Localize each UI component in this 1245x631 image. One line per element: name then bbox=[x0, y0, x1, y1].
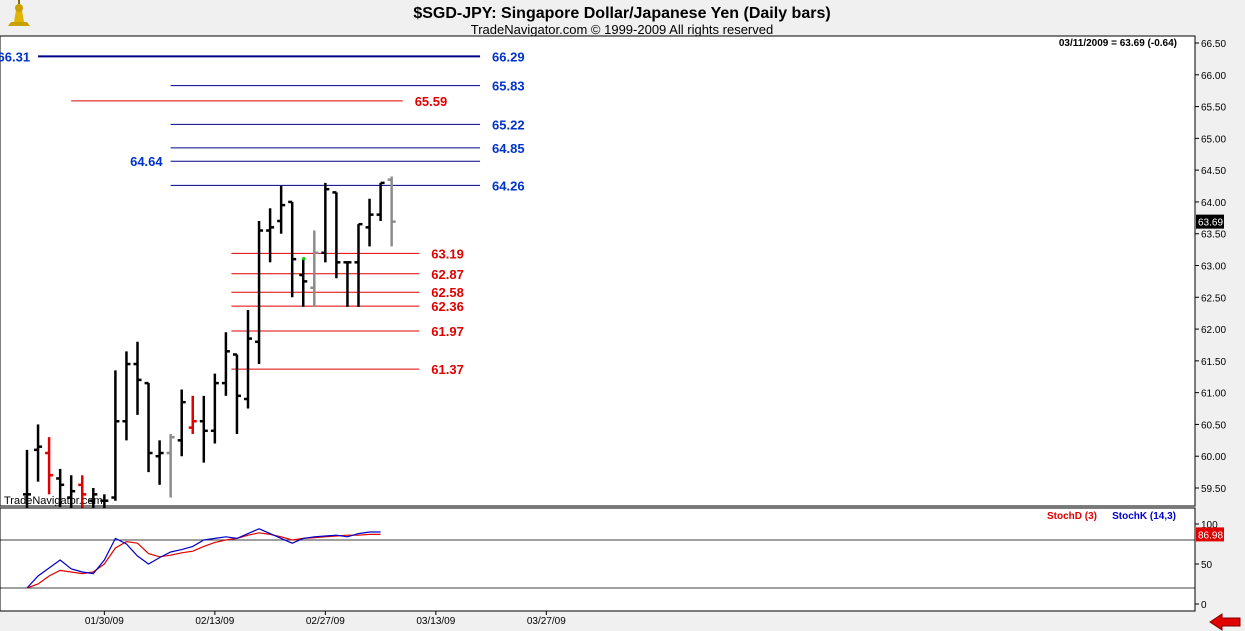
level-label: 62.58 bbox=[431, 285, 464, 300]
stoch-y-tick-label: 0 bbox=[1201, 600, 1207, 611]
y-tick-label: 65.50 bbox=[1201, 103, 1226, 114]
ohlc-bar bbox=[199, 395, 208, 463]
ohlc-bar bbox=[299, 259, 308, 307]
ohlc-bar bbox=[144, 381, 153, 473]
level-label: 65.59 bbox=[415, 94, 448, 109]
ohlc-bar bbox=[34, 424, 43, 482]
watermark: TradeNavigator.com bbox=[4, 495, 103, 507]
ohlc-bar bbox=[221, 332, 230, 396]
ohlc-bar bbox=[277, 186, 286, 234]
quote-readout: 03/11/2009 = 63.69 (-0.64) bbox=[1059, 38, 1177, 49]
ohlc-bar bbox=[177, 389, 186, 457]
ohlc-bar bbox=[266, 208, 275, 263]
price-y-axis: 66.50 66.00 65.50 65.00 64.50 64.00 63.50 63.00… bbox=[1195, 39, 1226, 495]
y-tick-label: 63.00 bbox=[1201, 262, 1226, 273]
ohlc-bar bbox=[310, 230, 319, 307]
stoch-panel bbox=[0, 507, 1196, 612]
ohlc-bar bbox=[332, 191, 341, 279]
stoch-series-line bbox=[26, 528, 381, 589]
price-panel bbox=[0, 35, 1196, 507]
last-price-box bbox=[1196, 214, 1224, 229]
scroll-left-arrow-icon[interactable] bbox=[1208, 613, 1244, 631]
stoch-last-label: 86.98 bbox=[1198, 530, 1223, 541]
chart-title: $SGD-JPY: Singapore Dollar/Japanese Yen … bbox=[413, 5, 830, 22]
ohlc-bar bbox=[387, 176, 396, 247]
y-tick-label: 66.50 bbox=[1201, 39, 1226, 50]
y-tick-label: 61.00 bbox=[1201, 389, 1226, 400]
ohlc-bar bbox=[376, 181, 385, 221]
y-tick-label: 60.00 bbox=[1201, 452, 1226, 463]
y-tick-label: 64.00 bbox=[1201, 198, 1226, 209]
ohlc-bar bbox=[244, 310, 252, 409]
ohlc-bar bbox=[232, 353, 241, 434]
level-label: 61.37 bbox=[431, 362, 464, 377]
ohlc-bar bbox=[354, 222, 363, 307]
stoch-y-tick-label: 50 bbox=[1201, 560, 1213, 571]
level-label: 65.83 bbox=[492, 79, 525, 94]
y-tick-label: 63.50 bbox=[1201, 230, 1226, 241]
ohlc-bar bbox=[288, 200, 297, 298]
level-label: 64.85 bbox=[492, 141, 525, 156]
stoch-y-tick-label: 100 bbox=[1201, 520, 1218, 531]
ohlc-bar bbox=[166, 433, 175, 498]
y-tick-label: 64.50 bbox=[1201, 166, 1226, 177]
level-label: 64.64 bbox=[130, 154, 163, 169]
price-bars bbox=[23, 176, 396, 527]
level-label: 66.31 bbox=[0, 49, 30, 64]
logo-icon bbox=[2, 0, 36, 34]
chart-subtitle: TradeNavigator.com © 1999-2009 All right… bbox=[471, 22, 773, 37]
stoch-lines bbox=[26, 528, 381, 589]
y-tick-label: 59.50 bbox=[1201, 484, 1226, 495]
level-label: 62.36 bbox=[431, 299, 464, 314]
x-tick-label: 02/27/09 bbox=[306, 616, 345, 627]
y-tick-label: 65.00 bbox=[1201, 134, 1226, 145]
ohlc-bar bbox=[188, 395, 197, 434]
ohlc-bar bbox=[45, 437, 54, 495]
stoch-legend-k: StochK (14,3) bbox=[1112, 511, 1176, 522]
x-tick-label: 03/13/09 bbox=[416, 616, 455, 627]
ohlc-bar bbox=[210, 373, 219, 444]
ohlc-bar bbox=[133, 341, 142, 415]
ohlc-bar bbox=[155, 440, 164, 485]
ohlc-bar bbox=[56, 468, 65, 508]
ohlc-bar bbox=[365, 198, 374, 247]
signal-dot bbox=[302, 257, 306, 261]
y-tick-label: 61.50 bbox=[1201, 357, 1226, 368]
stoch-legend-d: StochD (3) bbox=[1047, 511, 1097, 522]
y-tick-label: 62.50 bbox=[1201, 293, 1226, 304]
last-price-label: 63.69 bbox=[1198, 218, 1223, 229]
stoch-legend: StochD (3) StochK (14,3) bbox=[1047, 511, 1176, 522]
y-tick-label: 60.50 bbox=[1201, 420, 1226, 431]
ohlc-bar bbox=[321, 182, 330, 263]
ohlc-bar bbox=[255, 221, 264, 365]
last-price-marker: 63.69 bbox=[1196, 214, 1224, 229]
level-label: 62.87 bbox=[431, 267, 464, 282]
stoch-y-axis: 100 50 0 bbox=[0, 520, 1218, 611]
y-tick-label: 62.00 bbox=[1201, 325, 1226, 336]
level-label: 64.26 bbox=[492, 178, 525, 193]
ohlc-bar bbox=[111, 370, 120, 501]
stoch-last-box bbox=[1196, 527, 1224, 542]
date-x-axis: 01/30/09 02/13/09 02/27/09 03/13/09 03/27/09 bbox=[85, 611, 566, 627]
x-tick-label: 01/30/09 bbox=[85, 616, 124, 627]
level-label: 63.19 bbox=[431, 246, 464, 261]
x-tick-label: 03/27/09 bbox=[527, 616, 566, 627]
stoch-last-marker: 86.98 bbox=[1196, 527, 1224, 542]
y-tick-label: 66.00 bbox=[1201, 71, 1226, 82]
level-label: 65.22 bbox=[492, 117, 525, 132]
level-label: 61.97 bbox=[431, 324, 464, 339]
level-label: 66.29 bbox=[492, 49, 525, 64]
ohlc-bar bbox=[343, 261, 352, 307]
x-tick-label: 02/13/09 bbox=[195, 616, 234, 627]
ohlc-bar bbox=[122, 351, 131, 441]
